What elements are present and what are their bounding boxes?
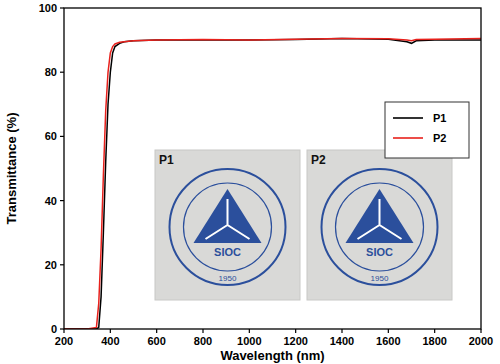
logo-ring [322, 169, 438, 285]
x-axis-title: Wavelength (nm) [220, 348, 324, 363]
logo-lines [206, 199, 250, 239]
x-tick-label: 1800 [422, 335, 446, 347]
legend: P1 P2 [385, 102, 469, 158]
x-tick-label: 1000 [237, 335, 261, 347]
x-tick-label: 1400 [330, 335, 354, 347]
y-tick-label: 60 [45, 130, 57, 142]
y-tick-label: 40 [45, 195, 57, 207]
x-tick-label: 2000 [469, 335, 493, 347]
y-axis-title: Transmittance (%) [4, 113, 19, 225]
x-tick-label: 1600 [376, 335, 400, 347]
logo-text: SIOC [366, 246, 393, 258]
logo-ring [336, 183, 424, 271]
x-tick-label: 800 [194, 335, 212, 347]
logo-ring [184, 183, 272, 271]
legend-swatch [393, 117, 423, 119]
logo-triangle [194, 189, 262, 243]
x-tick-label: 600 [147, 335, 165, 347]
series-line [64, 39, 481, 330]
legend-label: P2 [433, 132, 446, 144]
x-tick-label: 400 [101, 335, 119, 347]
inset-photo: P1 SIOC 1950 [155, 150, 300, 300]
inset-label: P1 [159, 153, 174, 167]
logo-year: 1950 [219, 274, 237, 283]
series-line [64, 39, 481, 330]
y-tick-label: 80 [45, 66, 57, 78]
logo-year: 1950 [371, 274, 389, 283]
y-tick-label: 0 [51, 323, 57, 335]
y-tick-label: 20 [45, 259, 57, 271]
logo-ring [170, 169, 286, 285]
photo-background [307, 150, 452, 300]
y-tick-label: 100 [39, 2, 57, 14]
legend-label: P1 [433, 112, 446, 124]
legend-swatch [393, 137, 423, 139]
inset-photo: P2 SIOC 1950 [307, 150, 452, 300]
plot-frame [64, 8, 481, 329]
plot-lines [64, 39, 481, 330]
x-tick-label: 200 [55, 335, 73, 347]
logo-triangle [346, 189, 414, 243]
logo-lines [358, 199, 402, 239]
logo-text: SIOC [214, 246, 241, 258]
x-tick-label: 1200 [283, 335, 307, 347]
inset-label: P2 [311, 153, 326, 167]
legend-box [385, 102, 469, 158]
photo-background [155, 150, 300, 300]
chart: 200 400 600 800 1000 1200 1400 1600 1800 2000 0 20 4… [0, 0, 500, 364]
